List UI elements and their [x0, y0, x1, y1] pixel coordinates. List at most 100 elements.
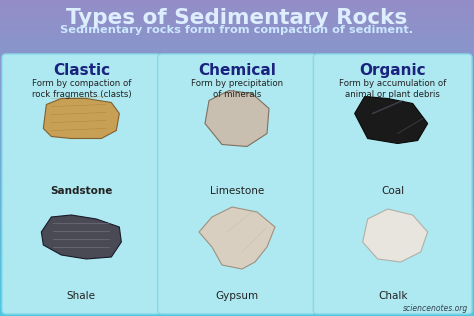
Bar — [0, 118, 474, 122]
Bar — [0, 272, 474, 276]
Text: Clastic: Clastic — [53, 63, 110, 78]
Text: Coal: Coal — [381, 186, 404, 196]
Bar — [0, 39, 474, 43]
Text: Organic: Organic — [359, 63, 426, 78]
Bar — [0, 217, 474, 221]
Bar — [0, 35, 474, 40]
Bar — [0, 43, 474, 47]
Bar — [0, 312, 474, 316]
Bar — [0, 252, 474, 257]
Bar — [0, 67, 474, 71]
Bar — [0, 154, 474, 158]
Bar — [0, 236, 474, 241]
Bar — [0, 47, 474, 52]
Bar — [0, 300, 474, 304]
Bar — [0, 70, 474, 75]
Bar — [0, 165, 474, 170]
Bar — [0, 260, 474, 265]
Bar — [0, 63, 474, 67]
Bar — [0, 0, 474, 4]
Bar — [0, 82, 474, 87]
Bar — [0, 90, 474, 95]
Bar — [0, 225, 474, 229]
Polygon shape — [205, 90, 269, 147]
Bar — [0, 78, 474, 83]
Polygon shape — [41, 215, 121, 259]
Bar — [0, 268, 474, 272]
Text: Sandstone: Sandstone — [50, 186, 112, 196]
Bar — [0, 213, 474, 217]
FancyBboxPatch shape — [313, 54, 472, 314]
Bar — [0, 11, 474, 16]
FancyBboxPatch shape — [2, 54, 161, 314]
Bar — [0, 276, 474, 281]
Bar — [0, 161, 474, 166]
Bar — [0, 27, 474, 32]
Bar — [0, 126, 474, 130]
Bar — [0, 15, 474, 20]
Bar — [0, 98, 474, 103]
Bar — [0, 288, 474, 292]
Bar — [0, 122, 474, 126]
Bar — [0, 110, 474, 115]
Bar — [0, 292, 474, 296]
Polygon shape — [363, 209, 428, 262]
Bar — [0, 280, 474, 284]
Bar — [0, 130, 474, 134]
Bar — [0, 185, 474, 190]
Bar — [0, 307, 474, 312]
Bar — [0, 233, 474, 237]
Bar — [0, 86, 474, 91]
Bar — [0, 146, 474, 150]
Bar — [0, 114, 474, 118]
Bar — [0, 51, 474, 55]
Bar — [0, 157, 474, 162]
Bar — [0, 31, 474, 36]
Text: Types of Sedimentary Rocks: Types of Sedimentary Rocks — [66, 8, 408, 28]
Text: sciencenotes.org: sciencenotes.org — [403, 304, 468, 313]
Bar — [0, 181, 474, 186]
Polygon shape — [355, 96, 428, 143]
Bar — [0, 94, 474, 99]
Bar — [0, 149, 474, 154]
Bar — [0, 102, 474, 107]
Bar — [0, 189, 474, 193]
Bar — [0, 221, 474, 225]
Bar — [0, 205, 474, 210]
Bar — [0, 142, 474, 146]
Bar — [0, 197, 474, 202]
Text: Form by compaction of
rock fragments (clasts): Form by compaction of rock fragments (cl… — [31, 79, 131, 100]
Bar — [0, 19, 474, 24]
Bar — [0, 55, 474, 59]
Polygon shape — [199, 207, 275, 269]
Bar — [0, 3, 474, 8]
Bar — [0, 228, 474, 233]
Bar — [0, 177, 474, 182]
Text: Shale: Shale — [67, 291, 96, 301]
Polygon shape — [43, 99, 119, 138]
Bar — [0, 304, 474, 308]
Text: Form by accumulation of
animal or plant debris: Form by accumulation of animal or plant … — [339, 79, 447, 100]
Text: Sedimentary rocks form from compaction of sediment.: Sedimentary rocks form from compaction o… — [61, 25, 413, 35]
Bar — [0, 248, 474, 253]
Text: Chemical: Chemical — [198, 63, 276, 78]
Bar — [0, 23, 474, 27]
Bar — [0, 256, 474, 261]
Bar — [0, 209, 474, 213]
Text: Limestone: Limestone — [210, 186, 264, 196]
Text: Form by precipitation
of minerals: Form by precipitation of minerals — [191, 79, 283, 100]
Bar — [0, 201, 474, 205]
Bar — [0, 284, 474, 289]
Bar — [0, 134, 474, 138]
Bar — [0, 240, 474, 245]
Bar — [0, 169, 474, 174]
Bar — [0, 193, 474, 198]
Bar — [0, 173, 474, 178]
Bar — [0, 59, 474, 63]
Bar — [0, 244, 474, 249]
Bar — [0, 106, 474, 111]
Bar — [0, 138, 474, 142]
Bar — [0, 7, 474, 12]
Text: Gypsum: Gypsum — [216, 291, 258, 301]
FancyBboxPatch shape — [158, 54, 316, 314]
